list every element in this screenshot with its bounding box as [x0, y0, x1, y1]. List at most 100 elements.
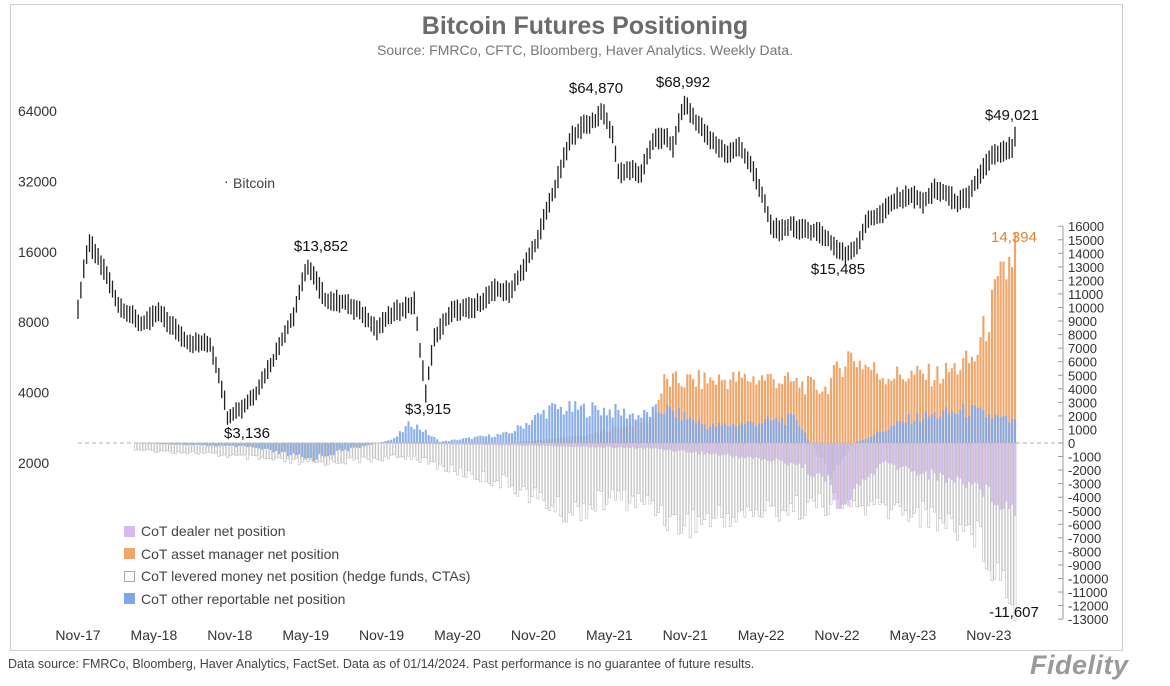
bar-dealer	[531, 443, 534, 446]
bar-levered-money	[852, 442, 856, 502]
bar-levered-money	[616, 442, 620, 492]
bar-levered-money	[570, 442, 574, 516]
right-axis-tick-label: 6000	[1068, 355, 1097, 370]
bar-other-reportable	[470, 438, 473, 443]
bar-dealer	[669, 443, 672, 450]
bar-asset-manager	[933, 380, 936, 443]
bar-dealer	[942, 443, 945, 476]
bar-asset-manager	[758, 380, 761, 443]
bar-dealer	[709, 443, 712, 455]
bar-other-reportable	[956, 414, 959, 443]
bar-other-reportable	[795, 420, 798, 443]
bar-other-reportable	[154, 443, 157, 444]
bar-levered-money	[269, 442, 272, 460]
right-axis-tick-label: 5000	[1068, 368, 1097, 383]
bar-dealer	[758, 443, 761, 459]
bar-other-reportable	[433, 437, 436, 443]
bar-asset-manager	[870, 369, 873, 443]
bar-other-reportable	[200, 443, 203, 446]
bar-levered-money	[134, 442, 137, 451]
bar-dealer	[855, 443, 858, 484]
bar-other-reportable	[870, 436, 873, 443]
bar-other-reportable	[370, 443, 373, 445]
bar-levered-money	[869, 442, 873, 502]
bar-other-reportable	[416, 424, 419, 443]
bar-asset-manager	[815, 389, 818, 443]
bar-other-reportable	[996, 415, 999, 443]
bar-dealer	[421, 443, 424, 444]
bar-levered-money	[706, 442, 709, 514]
bar-other-reportable	[674, 417, 677, 443]
bar-dealer	[804, 443, 807, 465]
bar-levered-money	[763, 442, 767, 512]
bar-other-reportable	[450, 439, 453, 443]
bar-asset-manager	[801, 381, 804, 443]
bar-levered-money	[410, 442, 413, 460]
bar-other-reportable	[536, 412, 539, 443]
annotation-label: $3,136	[224, 425, 270, 442]
bar-other-reportable	[712, 423, 715, 443]
bar-levered-money	[838, 442, 842, 509]
bar-dealer	[651, 443, 654, 449]
bar-other-reportable	[246, 443, 249, 448]
bar-asset-manager	[1005, 279, 1008, 443]
left-axis-tick-label: 32000	[18, 173, 57, 189]
bar-levered-money	[286, 442, 290, 460]
bar-levered-money	[277, 442, 281, 458]
bar-dealer	[1011, 443, 1014, 505]
x-axis-tick-label: Nov-18	[207, 627, 252, 643]
bar-other-reportable	[577, 409, 580, 443]
bar-levered-money	[892, 442, 896, 506]
bar-dealer	[772, 443, 775, 461]
bar-levered-money	[970, 442, 974, 536]
bar-other-reportable	[594, 405, 597, 443]
bar-dealer	[660, 443, 663, 449]
bar-other-reportable	[321, 443, 324, 457]
bar-other-reportable	[571, 411, 574, 443]
bar-levered-money	[381, 442, 385, 462]
bar-other-reportable	[542, 409, 545, 443]
bar-levered-money	[338, 442, 341, 464]
bar-levered-money	[504, 442, 508, 477]
right-axis-tick-label: 2000	[1068, 409, 1097, 424]
bar-levered-money	[818, 442, 821, 494]
bar-dealer	[870, 443, 873, 474]
bar-other-reportable	[623, 408, 626, 443]
bar-asset-manager	[884, 384, 887, 443]
bar-levered-money	[798, 442, 801, 520]
bar-asset-manager	[890, 380, 893, 443]
bar-levered-money	[309, 442, 313, 461]
bar-other-reportable	[496, 434, 499, 443]
bar-asset-manager	[743, 373, 746, 443]
bar-other-reportable	[919, 421, 922, 443]
bar-dealer	[939, 443, 942, 473]
bar-dealer	[970, 443, 973, 485]
bar-other-reportable	[329, 443, 333, 456]
bar-other-reportable	[424, 429, 427, 443]
bar-asset-manager	[1002, 261, 1005, 443]
bar-levered-money	[844, 442, 847, 504]
bar-other-reportable	[760, 423, 764, 443]
bar-levered-money	[361, 442, 364, 458]
bar-other-reportable	[792, 414, 795, 443]
bar-levered-money	[746, 442, 750, 507]
bar-levered-money	[982, 442, 985, 562]
bar-asset-manager	[798, 387, 801, 443]
bar-levered-money	[671, 442, 675, 515]
bar-levered-money	[579, 442, 583, 522]
bar-dealer	[887, 443, 890, 464]
bar-other-reportable	[220, 443, 223, 446]
bar-other-reportable	[194, 443, 197, 445]
bar-asset-manager	[795, 377, 798, 443]
right-axis-tick-label: 7000	[1068, 341, 1097, 356]
bar-levered-money	[407, 442, 410, 457]
bar-levered-money	[525, 442, 528, 490]
bar-asset-manager	[855, 367, 858, 443]
bar-dealer	[683, 443, 686, 451]
bar-dealer	[519, 443, 522, 446]
bar-levered-money	[191, 442, 195, 452]
bar-levered-money	[987, 442, 991, 571]
bar-levered-money	[349, 442, 353, 458]
bar-levered-money	[901, 442, 905, 516]
